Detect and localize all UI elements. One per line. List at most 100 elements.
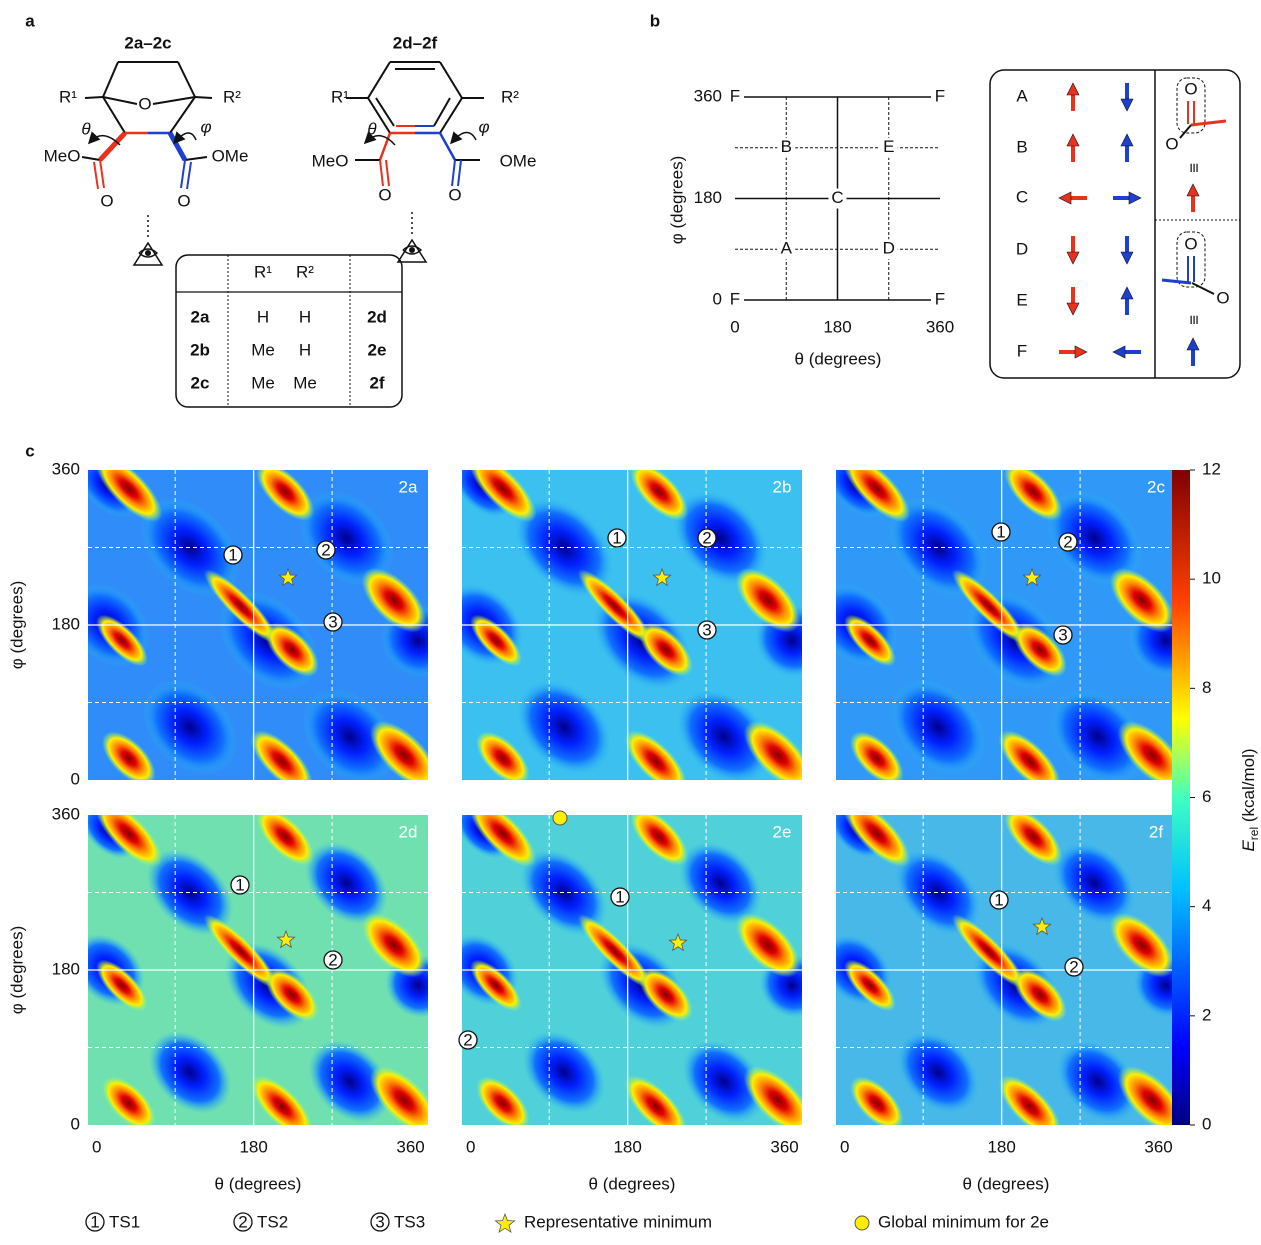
ts-marker-label: 3 <box>702 620 711 639</box>
highlight-box <box>1176 231 1206 288</box>
ts-marker <box>230 875 250 895</box>
bond <box>433 97 451 127</box>
high-energy-region <box>256 470 315 521</box>
x-axis-label: θ (degrees) <box>589 1174 676 1193</box>
colorbar-tick-label: 6 <box>1202 787 1211 806</box>
table-cell: 2f <box>369 373 384 392</box>
angle-label: θ <box>81 119 91 138</box>
high-energy-region <box>1013 622 1067 677</box>
x-tick-label: 360 <box>396 1137 424 1156</box>
high-energy-region <box>844 614 896 667</box>
ts-marker <box>233 1212 253 1232</box>
x-tick-label: 360 <box>926 317 954 336</box>
conformer-arrow <box>1112 345 1141 359</box>
high-energy-region <box>95 470 163 523</box>
high-energy-region <box>361 567 427 633</box>
y-axis-label: φ (degrees) <box>667 156 686 245</box>
angle-label: φ <box>478 117 489 136</box>
bond <box>93 161 99 190</box>
rotation-arrow <box>450 131 477 145</box>
map-label: 2c <box>1147 477 1165 496</box>
arrow-head <box>1120 286 1134 300</box>
high-energy-region <box>639 967 693 1022</box>
table-cell: H <box>299 307 311 326</box>
high-energy-region <box>624 730 688 780</box>
substituent: R¹ <box>331 87 349 106</box>
ts-marker <box>697 620 717 640</box>
y-tick-label: 180 <box>52 959 80 978</box>
substituent: R² <box>501 87 519 106</box>
colorbar-tick-label: 0 <box>1202 1114 1211 1133</box>
atom: O <box>378 185 391 204</box>
ts-marker-label: 1 <box>612 528 621 547</box>
legend-row-label: D <box>1016 239 1028 258</box>
table-frame <box>175 254 403 408</box>
ts-marker <box>991 522 1011 542</box>
arrow-head <box>1120 251 1134 265</box>
conformer-arrow <box>1058 191 1087 205</box>
low-energy-region <box>1056 1040 1140 1123</box>
bond <box>152 96 196 105</box>
equivalence: ≡ <box>1185 163 1204 173</box>
high-energy-region <box>630 815 689 866</box>
bond <box>1191 282 1215 295</box>
ts-marker <box>323 950 343 970</box>
representative-minimum <box>1022 567 1042 587</box>
low-energy-region <box>522 1030 606 1114</box>
y-tick-label: 0 <box>713 289 722 308</box>
legend-entry: Global minimum for 2e <box>878 1212 1049 1231</box>
ts-marker-label: 1 <box>615 887 624 906</box>
point-label: A <box>781 239 793 258</box>
high-energy-region <box>265 622 319 677</box>
x-tick-label: 180 <box>987 1137 1015 1156</box>
bond <box>1161 278 1192 285</box>
representative-minimum <box>668 932 688 952</box>
representative-minimum <box>1032 916 1052 936</box>
colorbar-symbol: E <box>1239 840 1258 852</box>
label-background <box>879 239 898 260</box>
conformer-arrow <box>1066 133 1080 162</box>
substituent: R² <box>223 87 241 106</box>
table-cell: 2a <box>191 307 210 326</box>
arrow-head <box>1066 133 1080 147</box>
ts-marker-label: 2 <box>321 540 330 559</box>
legend-entry: TS2 <box>257 1212 288 1231</box>
legend-entry: TS3 <box>394 1212 425 1231</box>
bond <box>379 159 384 187</box>
high-energy-region <box>849 1076 904 1125</box>
colorbar-tick-label: 8 <box>1202 678 1211 697</box>
bond <box>184 156 208 161</box>
conformer-arrow <box>1120 133 1134 162</box>
angle-label: θ <box>367 119 377 138</box>
point-label: B <box>781 137 792 156</box>
low-energy-region <box>1050 689 1146 780</box>
colorbar-tick-label: 2 <box>1202 1005 1211 1024</box>
low-energy-region <box>298 490 394 586</box>
x-tick-label: 180 <box>613 1137 641 1156</box>
atom: O <box>1165 134 1178 153</box>
bond <box>102 96 126 134</box>
high-energy-region <box>475 1076 530 1125</box>
legend-entry: TS1 <box>109 1212 140 1231</box>
panel-label: c <box>25 441 34 460</box>
ts-marker <box>1053 625 1073 645</box>
panel-label: b <box>650 11 660 30</box>
atom: O <box>448 185 461 204</box>
compound-group: 2d–2f <box>393 33 438 52</box>
high-energy-region <box>469 815 537 868</box>
x-tick-label: 360 <box>770 1137 798 1156</box>
map-label: 2d <box>399 822 418 841</box>
y-axis-label: φ (degrees) <box>7 926 26 1015</box>
high-energy-region <box>250 1075 314 1125</box>
bond <box>102 96 138 105</box>
x-tick-label: 180 <box>823 317 851 336</box>
ts-marker-label: 1 <box>90 1212 99 1231</box>
ts-marker <box>697 528 717 548</box>
high-energy-region <box>470 614 522 667</box>
high-energy-region <box>998 1075 1062 1125</box>
arrow-head <box>1066 82 1080 96</box>
ester-group: MeO <box>44 146 81 165</box>
high-energy-region <box>470 959 522 1012</box>
low-energy-region <box>682 1040 766 1123</box>
